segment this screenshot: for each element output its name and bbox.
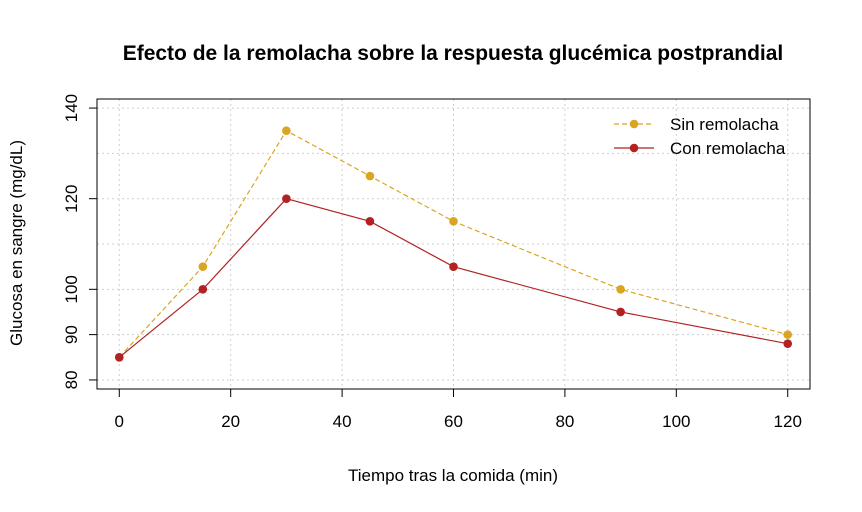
x-tick-label-20: 20	[221, 412, 240, 431]
x-tick-label-60: 60	[444, 412, 463, 431]
x-tick-label-0: 0	[115, 412, 124, 431]
series-1-point-90	[616, 285, 625, 294]
x-tick-label-100: 100	[662, 412, 690, 431]
series-1-point-45	[365, 171, 375, 181]
x-tick-label-120: 120	[774, 412, 802, 431]
y-tick-label-90: 90	[62, 325, 81, 344]
x-axis-label: Tiempo tras la comida (min)	[348, 466, 558, 485]
y-tick-label-100: 100	[62, 275, 81, 303]
legend-label-2: Con remolacha	[670, 139, 786, 158]
legend-marker-2	[629, 143, 639, 153]
legend: Sin remolacha Con remolacha	[614, 115, 786, 158]
series-2-point-90	[616, 307, 625, 317]
series-2-point-30	[282, 194, 291, 203]
series-lines	[114, 126, 793, 362]
series-2-point-45	[365, 217, 375, 226]
y-axis-label: Glucosa en sangre (mg/dL)	[7, 140, 26, 346]
series-1-point-30	[282, 126, 291, 136]
series-1-point-120	[783, 330, 793, 339]
series-2-point-15	[198, 285, 208, 294]
x-tick-label-40: 40	[333, 412, 352, 431]
legend-marker-1	[629, 119, 639, 129]
series-2-point-60	[449, 262, 458, 271]
legend-label-1: Sin remolacha	[670, 115, 779, 134]
series-1-point-15	[198, 262, 208, 271]
series-2-point-120	[783, 339, 793, 348]
y-tick-label-140: 140	[62, 94, 81, 122]
x-tick-label-80: 80	[555, 412, 574, 431]
series-2-point-0	[114, 352, 124, 362]
chart-title: Efecto de la remolacha sobre la respuest…	[123, 42, 784, 65]
y-tick-label-80: 80	[62, 370, 81, 389]
axes: 0 20 40 60 80 100 120 80 90 100 120 140	[62, 94, 811, 431]
series-1-point-60	[449, 217, 458, 226]
y-tick-label-120: 120	[62, 185, 81, 213]
